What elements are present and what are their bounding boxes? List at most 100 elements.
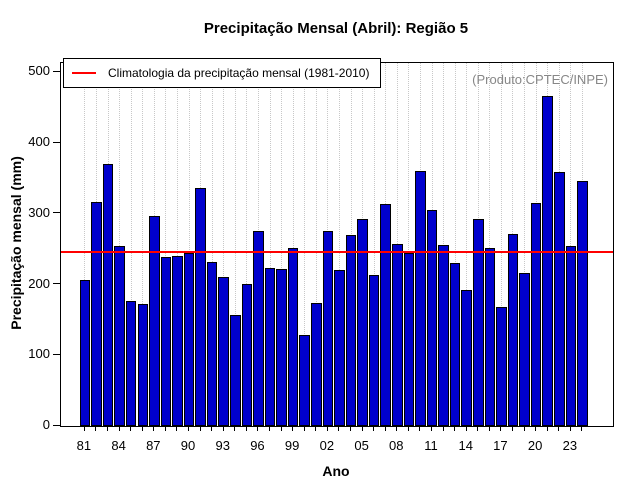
x-tick-label: 81 xyxy=(76,438,92,453)
x-tick xyxy=(257,426,259,431)
gridline xyxy=(408,63,410,426)
bar-93 xyxy=(218,277,229,426)
gridline xyxy=(281,63,283,426)
gridline xyxy=(246,63,248,426)
y-tick xyxy=(53,424,60,426)
x-tick xyxy=(477,426,479,431)
bar-17 xyxy=(496,307,507,426)
x-tick-label: 02 xyxy=(319,438,335,453)
bar-81 xyxy=(79,280,91,426)
y-tick-label: 0 xyxy=(42,417,50,432)
y-tick-label: 500 xyxy=(28,63,50,79)
y-tick xyxy=(53,141,60,143)
bar-06 xyxy=(368,275,380,426)
gridline xyxy=(130,63,132,426)
bar-83 xyxy=(102,164,114,426)
x-tick-label: 90 xyxy=(180,438,196,453)
y-tick-label: 100 xyxy=(28,346,50,362)
bar-23 xyxy=(565,246,577,426)
bar-88 xyxy=(160,257,172,426)
gridline xyxy=(466,63,468,426)
bar-24 xyxy=(577,181,588,426)
x-tick-label: 93 xyxy=(215,438,230,453)
gridline xyxy=(84,63,86,426)
x-tick xyxy=(454,426,456,431)
x-tick xyxy=(535,426,537,431)
bar-95 xyxy=(241,284,253,426)
bar-03 xyxy=(334,270,345,426)
gridline xyxy=(223,63,225,426)
y-tick xyxy=(53,283,60,285)
x-tick xyxy=(315,426,317,431)
x-tick xyxy=(107,426,109,431)
y-tick xyxy=(53,353,60,355)
x-tick xyxy=(350,426,351,431)
gridline xyxy=(142,63,144,426)
x-tick xyxy=(546,426,548,431)
bar-09 xyxy=(403,253,415,426)
x-tick-label: 05 xyxy=(354,438,369,453)
producer-credit: (Produto:CPTEC/INPE) xyxy=(472,72,608,87)
bar-94 xyxy=(230,315,241,426)
x-tick xyxy=(338,426,340,431)
gridline xyxy=(304,63,306,426)
x-tick xyxy=(581,426,583,431)
x-tick-label: 08 xyxy=(389,438,404,453)
gridline xyxy=(211,63,213,426)
bar-16 xyxy=(484,248,496,426)
gridline xyxy=(338,63,340,426)
legend-label: Climatologia da precipitação mensal (198… xyxy=(108,66,370,80)
x-tick xyxy=(361,426,363,431)
bar-96 xyxy=(253,231,264,426)
x-tick xyxy=(188,426,190,431)
x-tick xyxy=(558,426,560,431)
x-tick xyxy=(176,426,178,431)
gridline xyxy=(292,63,294,426)
gridline xyxy=(489,63,491,426)
bar-15 xyxy=(473,219,484,426)
gridline xyxy=(315,63,317,426)
gridline xyxy=(119,63,121,426)
legend: Climatologia da precipitação mensal (198… xyxy=(63,58,381,88)
x-tick xyxy=(234,426,236,431)
gridline xyxy=(373,63,375,426)
x-tick xyxy=(488,426,490,431)
x-tick xyxy=(95,426,97,431)
chart-title: Precipitação Mensal (Abril): Região 5 xyxy=(203,20,469,37)
bar-89 xyxy=(172,256,183,426)
bar-08 xyxy=(392,244,403,426)
bar-14 xyxy=(461,290,472,426)
x-axis-title: Ano xyxy=(322,463,350,479)
bar-98 xyxy=(276,269,287,426)
bar-19 xyxy=(519,273,530,426)
x-tick xyxy=(511,426,513,431)
gridline xyxy=(500,63,502,426)
x-tick xyxy=(269,426,271,431)
bar-12 xyxy=(438,245,449,426)
x-tick-label: 99 xyxy=(284,438,300,453)
gridline xyxy=(234,63,236,426)
bar-91 xyxy=(195,188,206,426)
bar-21 xyxy=(542,96,553,426)
x-tick xyxy=(211,426,213,431)
gridline xyxy=(524,63,526,426)
bar-18 xyxy=(507,234,519,426)
x-tick xyxy=(118,426,120,431)
bar-22 xyxy=(554,172,565,426)
bar-01 xyxy=(311,303,322,426)
bar-92 xyxy=(206,262,218,426)
bar-99 xyxy=(287,248,299,426)
x-tick xyxy=(245,426,247,431)
bar-86 xyxy=(137,304,148,426)
bar-07 xyxy=(380,204,391,426)
gridline xyxy=(269,63,271,426)
gridline xyxy=(176,63,178,426)
x-tick xyxy=(280,426,282,431)
gridline xyxy=(165,63,167,426)
climatology-line xyxy=(61,251,613,253)
bar-04 xyxy=(345,235,357,426)
y-axis-title: Precipitação mensal (mm) xyxy=(8,156,24,330)
bar-84 xyxy=(114,246,125,426)
x-tick xyxy=(153,426,155,431)
x-tick xyxy=(292,426,294,431)
